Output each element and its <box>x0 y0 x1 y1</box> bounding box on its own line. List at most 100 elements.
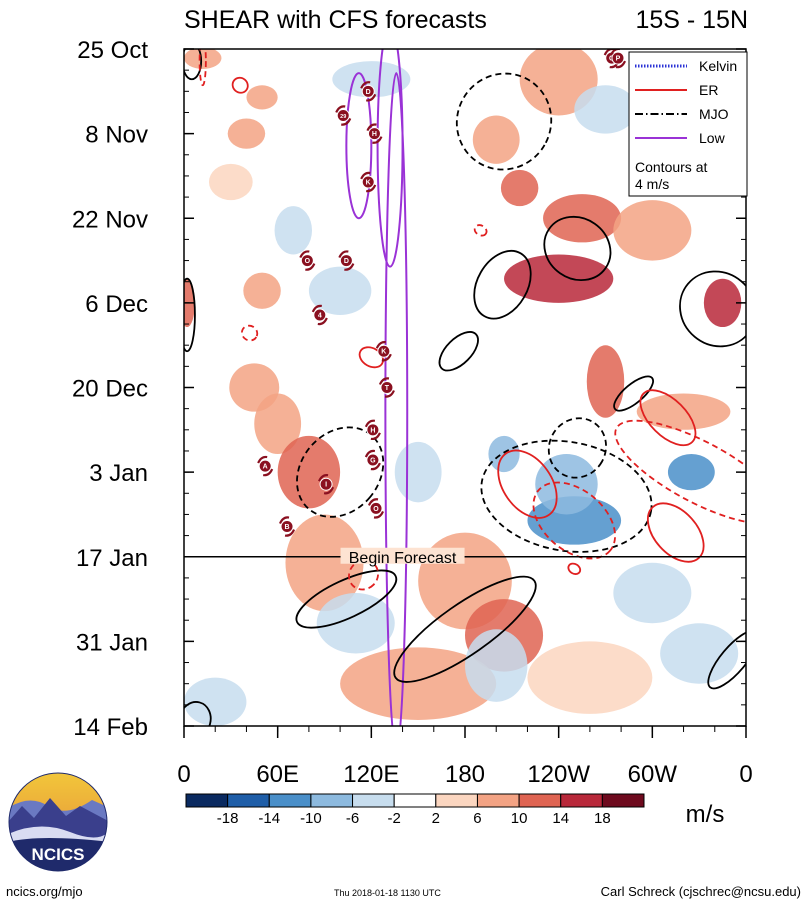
contour-erd <box>614 419 746 525</box>
colorbar-swatch <box>518 793 562 808</box>
shear-patch <box>246 85 278 110</box>
colorbar-label: 6 <box>473 810 481 827</box>
contour-anom <box>393 575 537 683</box>
storm-marker: 29 <box>335 105 352 126</box>
colorbar-label: 14 <box>552 810 569 827</box>
shear-patch <box>340 647 497 720</box>
storm-marker: D <box>338 250 355 271</box>
colorbar-label: -14 <box>258 810 280 827</box>
y-tick-label: 22 Nov <box>72 206 148 233</box>
x-tick-label: 120E <box>343 761 399 788</box>
storm-swirl <box>368 498 385 519</box>
storm-dot <box>280 520 294 534</box>
logo-text: NCICS <box>32 845 85 864</box>
contour-er <box>647 502 705 563</box>
legend-note: Contours at <box>635 159 707 175</box>
storm-dot <box>367 127 381 141</box>
contour-erd <box>532 481 616 560</box>
storm-swirl <box>366 123 383 144</box>
y-tick-label: 3 Jan <box>89 460 148 487</box>
footer-center: Thu 2018-01-18 1130 UTC <box>334 888 441 898</box>
storm-dot <box>361 84 375 98</box>
shear-patch <box>500 169 539 207</box>
storm-marker: K <box>360 171 377 193</box>
y-tick-label: 31 Jan <box>76 629 148 656</box>
colorbar-swatch <box>310 793 354 808</box>
storm-label: D <box>344 258 349 265</box>
storm-marker: H <box>366 123 383 144</box>
shear-patch <box>208 163 253 201</box>
storm-label: D <box>366 89 371 96</box>
storm-marker: K <box>375 341 392 362</box>
colorbar-label: -2 <box>388 810 401 827</box>
storm-swirl <box>360 81 377 102</box>
shear-patch <box>184 677 247 726</box>
storm-marker: T <box>378 377 395 398</box>
contour-er <box>639 389 697 447</box>
storm-swirl <box>318 473 335 495</box>
shear-patch <box>667 453 715 491</box>
colorbar-swatch <box>185 793 229 808</box>
footer-left: ncics.org/mjo <box>6 884 83 899</box>
storm-marker: P <box>609 49 626 69</box>
storm-label: K <box>366 179 371 186</box>
title-text: SHEAR with CFS forecasts <box>184 6 487 34</box>
shear-patch <box>184 49 222 69</box>
legend-label-er: ER <box>699 82 718 98</box>
storm-swirl <box>364 449 381 471</box>
forecast-divider: Begin Forecast <box>184 547 746 567</box>
contour-er <box>231 76 249 94</box>
colorbar-label: -10 <box>300 810 322 827</box>
storm-dot <box>319 477 333 491</box>
legend-note: 4 m/s <box>635 176 669 192</box>
y-tick-label: 17 Jan <box>76 545 148 572</box>
y-tick-label: 20 Dec <box>72 376 148 403</box>
storm-dot <box>611 51 625 65</box>
storm-label: A <box>263 464 268 471</box>
contour-erd <box>473 224 488 237</box>
contour-anom <box>184 49 203 81</box>
shear-patch <box>504 254 614 303</box>
colorbar-swatch <box>227 793 270 808</box>
shear-patch <box>472 115 520 164</box>
shear-patch <box>465 629 528 702</box>
storm-marker: I <box>318 473 335 495</box>
colorbar: -18 -14 -10 -6 -2 2 6 10 14 18 m/s <box>185 793 725 828</box>
storm-label: G <box>370 458 376 465</box>
storm-swirl <box>311 304 328 326</box>
storm-swirl <box>364 419 381 441</box>
y-tick-label: 8 Nov <box>85 122 148 149</box>
contour-anom <box>295 569 398 629</box>
storm-marker: O <box>299 250 316 271</box>
x-tick-label: 60E <box>256 761 299 788</box>
storm-dot <box>366 423 380 437</box>
storm-label: P <box>616 56 621 63</box>
contour-anom <box>707 629 746 690</box>
storm-label: H <box>372 131 377 138</box>
storm-swirl <box>279 516 296 537</box>
contour-mjo <box>547 417 607 479</box>
contour-er <box>358 346 384 369</box>
colorbar-label: 2 <box>432 810 440 827</box>
shear-field <box>184 49 742 726</box>
colorbar-swatch <box>393 793 437 808</box>
y-tick-label: 6 Dec <box>85 291 148 318</box>
shear-patch <box>394 441 442 503</box>
contour-anom <box>679 270 746 348</box>
shear-patch <box>586 345 625 418</box>
x-axis-labels: 0 60E 120E 180 120W 60W 0 <box>177 761 752 788</box>
storm-dot <box>369 501 383 515</box>
shear-patch <box>613 562 692 624</box>
shear-patch <box>243 272 281 309</box>
storm-label: 4 <box>318 312 322 319</box>
colorbar-swatch <box>352 793 395 808</box>
storm-swirl <box>360 171 377 193</box>
legend-label-mjo: MJO <box>699 106 729 122</box>
contour-low <box>384 72 409 726</box>
colorbar-units: m/s <box>686 801 725 828</box>
storm-marker: B <box>279 516 296 537</box>
contour-layer <box>184 49 746 726</box>
shear-patch <box>574 85 637 134</box>
storm-dot <box>377 344 391 358</box>
storm-swirl <box>335 105 352 126</box>
